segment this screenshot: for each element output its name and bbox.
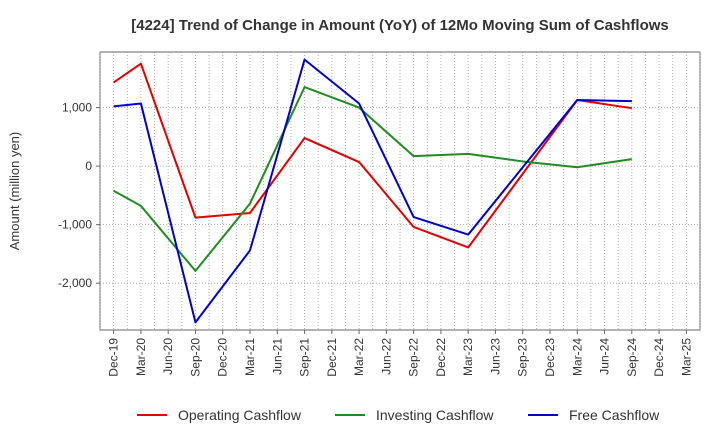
x-tick-label: Sep-22 (407, 338, 421, 377)
series-lines (113, 58, 632, 324)
x-tick-label: Jun-21 (270, 338, 284, 375)
x-tick-label: Dec-24 (652, 338, 666, 377)
x-tick-label: Dec-19 (107, 338, 121, 377)
x-axis-ticks: Dec-19 Mar-20 Jun-20 Sep-20 Dec-20 Mar-21 Jun-… (107, 330, 693, 377)
x-tick-label: Mar-24 (570, 338, 584, 376)
series-line-free-cashflow (113, 58, 632, 324)
x-tick-label: Sep-23 (516, 338, 530, 377)
y-tick-label: -1,000 (58, 218, 92, 232)
legend: Operating Cashflow Investing Cashflow Free… (137, 407, 660, 423)
x-tick-label: Dec-21 (325, 338, 339, 377)
x-tick-label: Mar-22 (352, 338, 366, 376)
series-line-investing-cashflow (113, 86, 632, 272)
x-tick-label: Mar-25 (679, 338, 693, 376)
x-tick-label: Jun-22 (379, 338, 393, 375)
x-tick-label: Dec-22 (434, 338, 448, 377)
x-tick-label: Jun-23 (488, 338, 502, 375)
legend-label: Investing Cashflow (376, 407, 494, 423)
x-tick-label: Jun-20 (161, 338, 175, 375)
y-tick-label: 1,000 (62, 101, 92, 115)
series-line-operating-cashflow (113, 62, 632, 249)
legend-label: Free Cashflow (569, 407, 660, 423)
legend-label: Operating Cashflow (178, 407, 302, 423)
x-tick-label: Dec-20 (216, 338, 230, 377)
x-tick-label: Mar-21 (243, 338, 257, 376)
plot-area (99, 51, 701, 331)
x-tick-label: Mar-20 (134, 338, 148, 376)
x-tick-label: Sep-21 (298, 338, 312, 377)
x-tick-label: Dec-23 (543, 338, 557, 377)
x-tick-label: Jun-24 (598, 338, 612, 375)
y-tick-label: -2,000 (58, 276, 92, 290)
y-tick-label: 0 (85, 159, 92, 173)
y-axis-ticks: 1,000 0 -1,000 -2,000 (58, 101, 100, 290)
x-tick-label: Mar-23 (461, 338, 475, 376)
chart-title: [4224] Trend of Change in Amount (YoY) o… (131, 17, 669, 34)
x-tick-label: Sep-20 (188, 338, 202, 377)
y-axis-label: Amount (million yen) (7, 132, 22, 251)
x-tick-label: Sep-24 (625, 338, 639, 377)
